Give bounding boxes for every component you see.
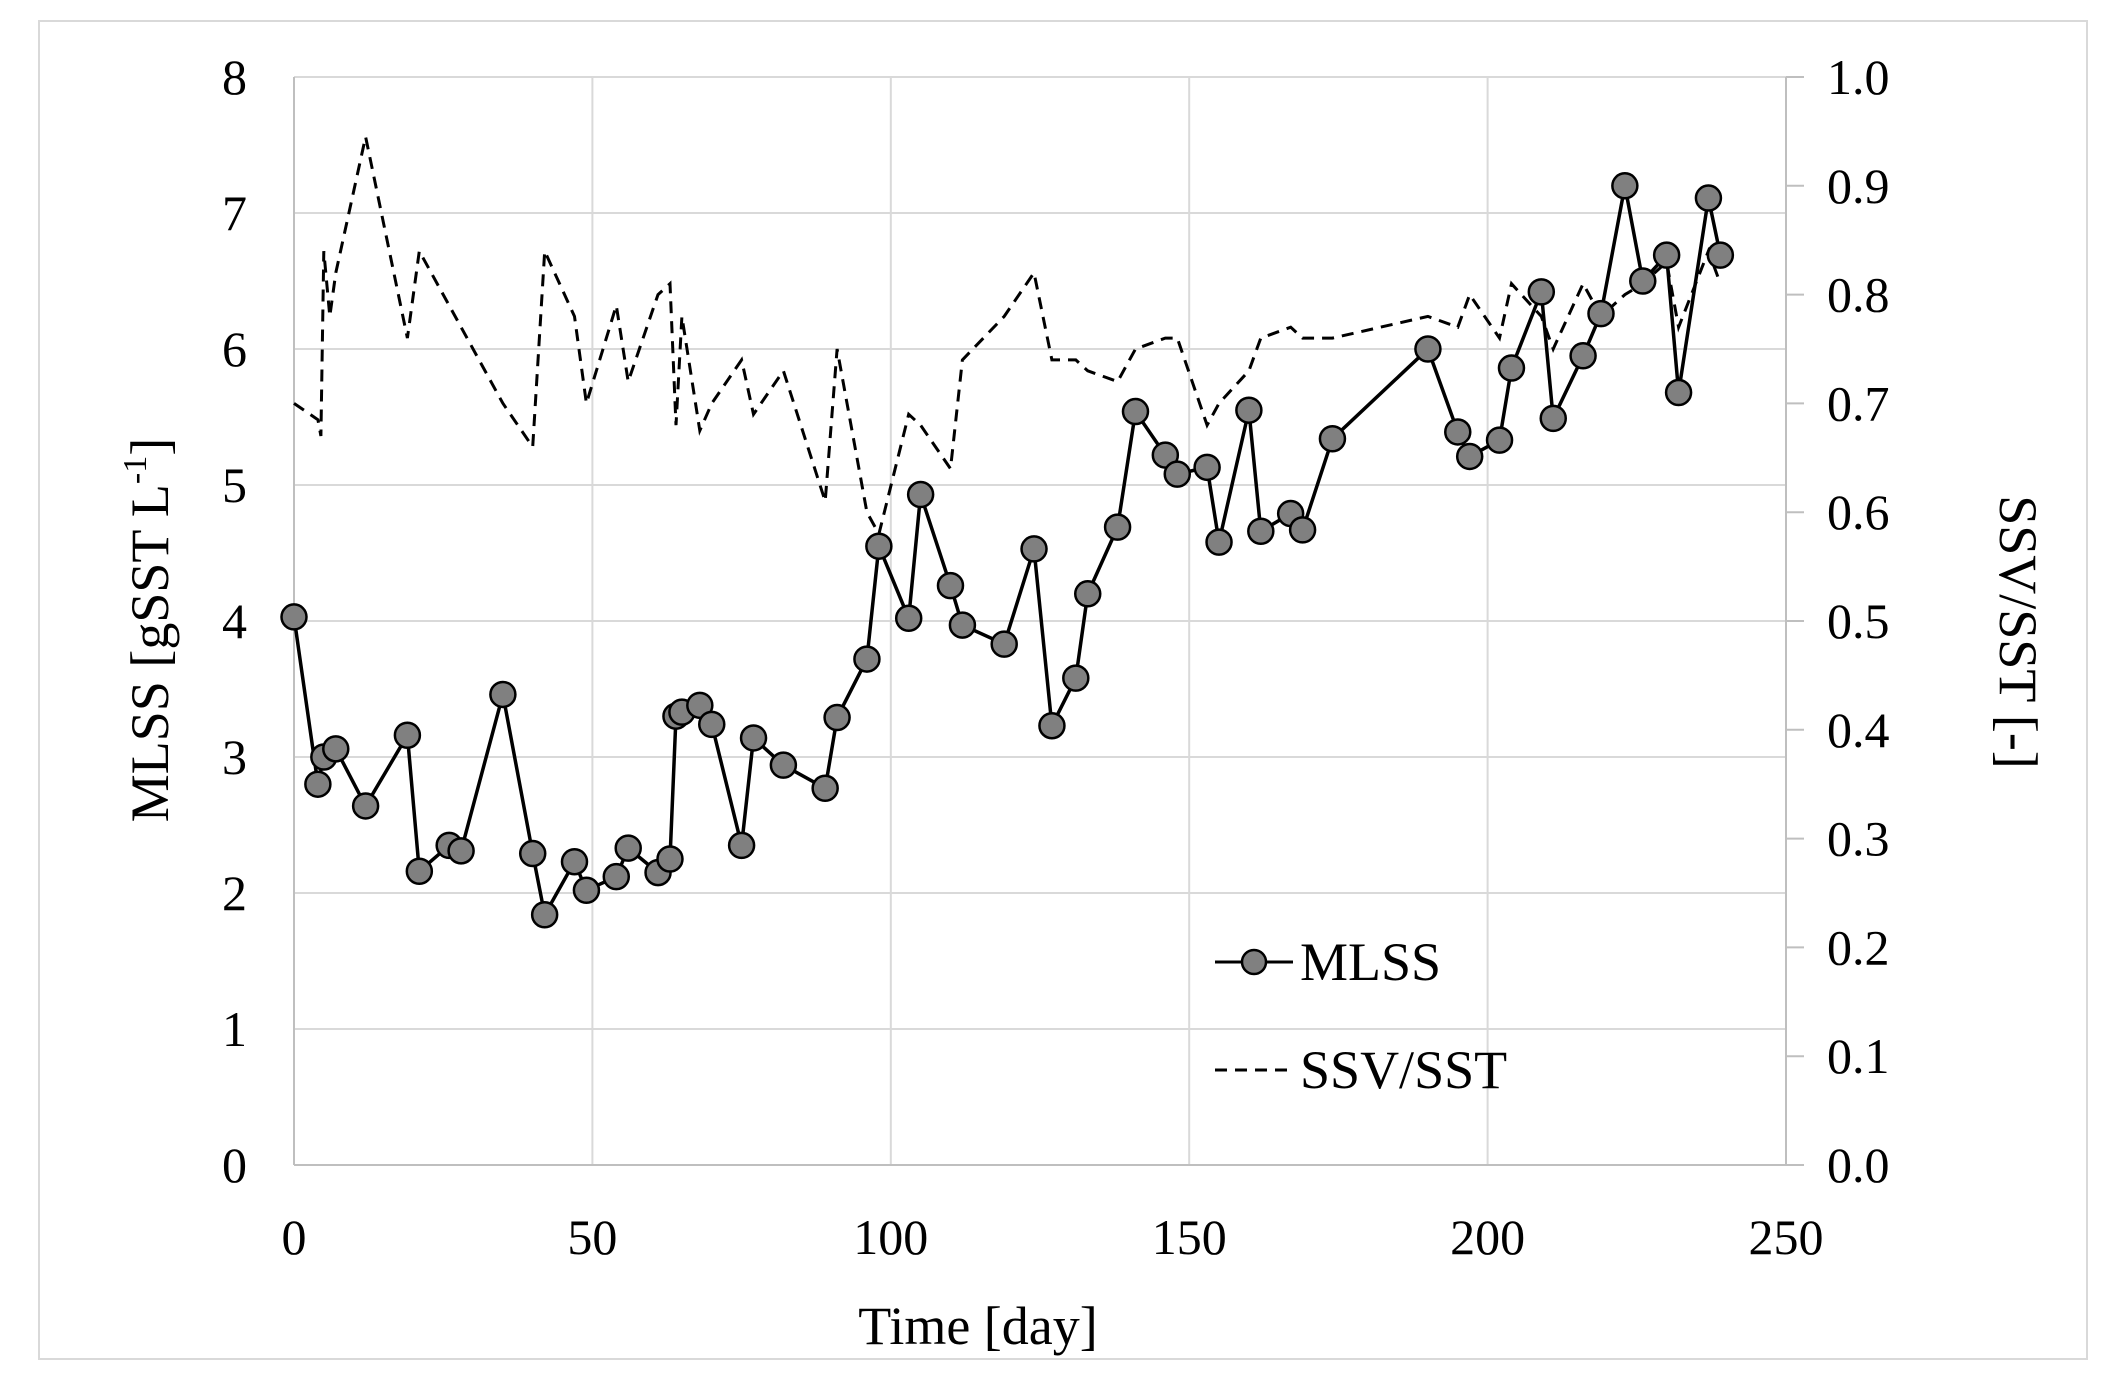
mlss-point-48 [1318, 425, 1347, 453]
y-tick-label-6: 6 [222, 321, 247, 377]
mlss-point-12 [560, 847, 589, 876]
series-line-ssv-sst [293, 136, 1722, 539]
mlss-point-52 [1485, 426, 1514, 454]
series-layer [280, 136, 1735, 929]
mlss-point-35 [1038, 711, 1066, 740]
y-axis-title-right: SSV/SST [-] [1988, 495, 2048, 769]
mlss-point-4 [351, 792, 380, 820]
mlss-point-31 [936, 571, 965, 600]
mlss-point-9 [489, 680, 517, 709]
mlss-point-37 [1073, 580, 1102, 608]
legend: MLSS SSV/SST [1215, 932, 1507, 1100]
x-tick-label-50: 50 [567, 1209, 617, 1265]
y-tick-label-8: 8 [222, 49, 247, 105]
mlss-point-23 [739, 724, 768, 752]
mlss-point-27 [853, 645, 881, 673]
mlss-point-34 [1020, 535, 1048, 563]
y-right-tick-label-1.0: 1.0 [1827, 49, 1890, 105]
chart-frame: 0 1 2 3 4 5 6 7 8 0 50 100 150 200 250 0.0 0.1 0.2 0.3 0.4 0… [38, 20, 2088, 1360]
y-tick-label-4: 4 [222, 593, 247, 649]
mlss-point-32 [948, 611, 977, 639]
y-right-tick-label-0.0: 0.0 [1827, 1137, 1890, 1193]
legend-mlss-label: MLSS [1300, 932, 1441, 992]
mlss-point-3 [322, 735, 350, 763]
mlss-point-41 [1163, 460, 1192, 488]
mlss-point-38 [1103, 513, 1132, 541]
mlss-point-22 [727, 831, 756, 860]
y-tick-label-2: 2 [222, 865, 247, 921]
x-tick-label-200: 200 [1450, 1209, 1525, 1265]
x-tick-label-0: 0 [282, 1209, 307, 1265]
x-tick-label-250: 250 [1749, 1209, 1824, 1265]
y-right-tick-label-0.2: 0.2 [1827, 919, 1890, 975]
mlss-point-8 [447, 837, 475, 865]
mlss-point-36 [1062, 664, 1090, 692]
y-right-tick-label-0.5: 0.5 [1827, 593, 1890, 649]
mlss-point-56 [1569, 342, 1597, 370]
mlss-point-39 [1121, 397, 1150, 426]
mlss-point-10 [518, 839, 547, 868]
mlss-point-55 [1539, 404, 1567, 433]
y-tick-label-5: 5 [222, 457, 247, 513]
mlss-point-50 [1444, 418, 1472, 446]
x-axis-title: Time [day] [858, 1296, 1098, 1356]
mlss-point-58 [1611, 172, 1639, 200]
mlss-point-26 [823, 703, 851, 732]
mlss-point-0 [280, 603, 308, 631]
x-tick-label-150: 150 [1152, 1209, 1227, 1265]
mlss-point-1 [304, 770, 332, 798]
mlss-point-25 [811, 774, 839, 803]
mlss-point-51 [1455, 442, 1484, 471]
legend-ssv-sst-label: SSV/SST [1300, 1040, 1507, 1100]
y-tick-label-0: 0 [222, 1137, 247, 1193]
mlss-point-14 [602, 862, 631, 891]
y-right-tick-label-0.7: 0.7 [1827, 375, 1890, 431]
mlss-point-49 [1414, 335, 1442, 363]
y-axis-title-end: ] [120, 438, 180, 456]
mlss-point-44 [1235, 396, 1263, 424]
mlss-point-60 [1652, 241, 1681, 269]
y-axis-title-left: MLSS [gSST L-1] [117, 438, 180, 822]
mlss-point-47 [1288, 516, 1317, 544]
mlss-point-45 [1247, 517, 1275, 545]
mlss-point-13 [572, 876, 601, 905]
y-right-tick-label-0.1: 0.1 [1827, 1028, 1890, 1084]
mlss-point-15 [614, 834, 642, 862]
mlss-point-59 [1629, 267, 1657, 295]
y-axis-title-main: MLSS [gSST L [120, 484, 180, 822]
mlss-point-61 [1664, 378, 1693, 407]
series-line-mlss [292, 185, 1723, 920]
x-tick-label-100: 100 [853, 1209, 928, 1265]
y-right-tick-label-0.4: 0.4 [1827, 702, 1890, 758]
y-tick-label-7: 7 [222, 185, 247, 241]
mlss-point-30 [906, 480, 935, 509]
mlss-point-33 [990, 630, 1018, 658]
mlss-point-6 [405, 857, 434, 885]
mlss-point-43 [1205, 528, 1233, 556]
mlss-point-42 [1193, 453, 1221, 482]
mlss-point-5 [393, 721, 422, 749]
mlss-point-62 [1694, 184, 1723, 212]
legend-mlss-marker [1240, 948, 1268, 976]
mlss-point-11 [530, 901, 559, 929]
mlss-point-53 [1497, 354, 1526, 382]
mlss-point-29 [894, 604, 923, 633]
y-axis-title-superscript: -1 [117, 456, 154, 484]
y-right-tick-label-0.3: 0.3 [1827, 811, 1890, 867]
mlss-point-24 [769, 751, 798, 779]
y-right-tick-label-0.6: 0.6 [1827, 484, 1890, 540]
y-tick-label-3: 3 [222, 729, 247, 785]
mlss-point-21 [698, 710, 726, 739]
y-right-tick-label-0.8: 0.8 [1827, 267, 1890, 323]
y-tick-label-1: 1 [222, 1001, 247, 1057]
mlss-point-17 [656, 845, 684, 873]
mlss-point-28 [865, 532, 893, 560]
mlss-point-57 [1587, 299, 1615, 328]
y-right-tick-label-0.9: 0.9 [1827, 158, 1890, 214]
mlss-point-54 [1527, 278, 1556, 306]
mlss-point-63 [1706, 241, 1735, 269]
